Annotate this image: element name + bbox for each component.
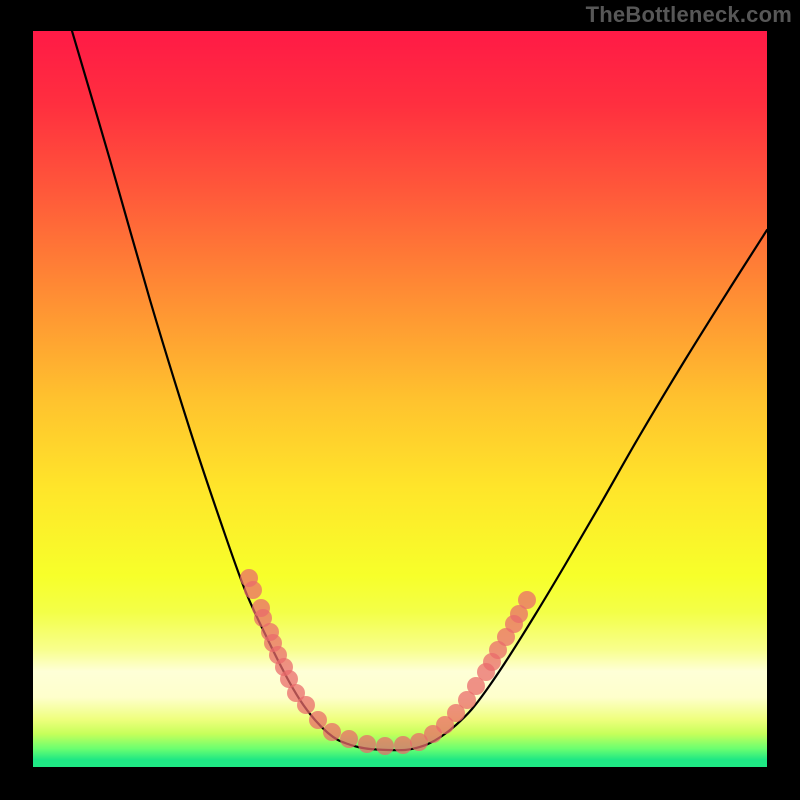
datapoint-marker bbox=[376, 737, 394, 755]
watermark-text: TheBottleneck.com bbox=[586, 2, 792, 28]
datapoint-marker bbox=[244, 581, 262, 599]
datapoint-marker bbox=[340, 730, 358, 748]
chart-frame: TheBottleneck.com bbox=[0, 0, 800, 800]
datapoint-marker bbox=[358, 735, 376, 753]
datapoint-marker bbox=[394, 736, 412, 754]
datapoint-marker bbox=[323, 723, 341, 741]
chart-svg bbox=[0, 0, 800, 800]
datapoint-marker bbox=[518, 591, 536, 609]
datapoint-marker bbox=[309, 711, 327, 729]
datapoint-marker bbox=[297, 696, 315, 714]
plot-area bbox=[33, 31, 767, 767]
